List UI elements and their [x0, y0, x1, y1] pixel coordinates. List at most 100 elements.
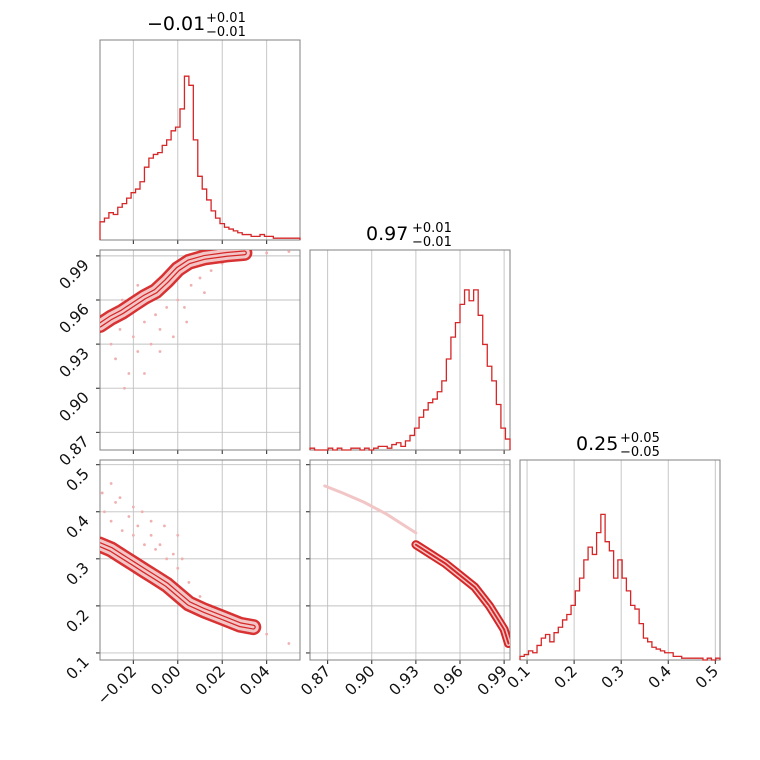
histogram-step: [99, 75, 301, 240]
x-tick-label: 0.3: [598, 662, 628, 692]
scatter-point: [158, 328, 162, 331]
scatter-point: [154, 313, 157, 317]
density-tail: [323, 484, 418, 535]
y-tick-label: 0.3: [63, 559, 93, 589]
panel-joint-param-0-param-1: 0.87 0.90 0.93 0.96 0.99: [56, 249, 301, 470]
y-tick-label: 0.99: [56, 256, 93, 293]
panel-hist-param-2: 0.1 0.2 0.3 0.4 0.5: [504, 459, 722, 692]
scatter-point: [114, 357, 117, 361]
scatter-point: [198, 276, 202, 280]
contour-fill: [413, 542, 510, 646]
scatter-point: [189, 283, 193, 287]
scatter-point: [149, 519, 153, 523]
scatter-point: [109, 482, 113, 485]
scatter-point: [109, 519, 113, 523]
scatter-point: [120, 529, 124, 532]
scatter-point: [136, 524, 140, 528]
contour-inner: [414, 543, 510, 645]
y-tick-label: 0.93: [56, 344, 93, 381]
title-param-1-minus: −0.01: [412, 235, 452, 250]
scatter-point: [140, 510, 144, 514]
scatter-point: [163, 524, 166, 528]
scatter-point: [265, 632, 269, 636]
scatter-point: [118, 328, 122, 331]
y-tick-label: 0.90: [56, 388, 93, 425]
panel-content: [100, 250, 291, 390]
scatter-point: [114, 500, 117, 504]
y-tick-label: 0.96: [56, 300, 93, 337]
scatter-point: [171, 335, 175, 339]
y-tick-label: 0.87: [56, 432, 93, 469]
y-tick-label: 0.2: [63, 606, 93, 636]
x-tick-label: 0.4: [645, 662, 675, 692]
scatter-point: [131, 505, 135, 509]
panel-frame: [99, 249, 301, 451]
scatter-point: [183, 305, 186, 309]
scatter-point: [165, 305, 169, 309]
scatter-point: [165, 557, 169, 561]
scatter-point: [198, 595, 202, 598]
x-tick-label: 0.96: [430, 662, 467, 699]
panel-joint-param-1-param-2: 0.87 0.90 0.93 0.96 0.99: [297, 459, 511, 699]
title-param-0-median: −0.01: [147, 13, 205, 35]
scatter-point: [171, 552, 175, 556]
scatter-point: [149, 342, 153, 346]
scatter-point: [287, 642, 291, 645]
scatter-point: [158, 543, 162, 547]
panel-joint-param-0-param-2: −0.02 0.00 0.02 0.040.10.20.30.40.5: [63, 459, 301, 708]
histogram-step: [309, 289, 511, 451]
title-param-2-plus: +0.05: [620, 431, 660, 446]
scatter-point: [158, 350, 162, 353]
y-tick-label: 0.1: [63, 653, 93, 683]
contour-core: [100, 543, 255, 629]
scatter-point: [149, 533, 153, 537]
panel-frame: [309, 249, 511, 451]
title-param-0-minus: −0.01: [206, 25, 246, 40]
scatter-point: [100, 491, 104, 495]
scatter-point: [120, 298, 124, 302]
panel-hist-param-1: [309, 249, 511, 454]
scatter-point: [123, 386, 126, 390]
scatter-point: [127, 372, 131, 375]
y-tick-label: 0.4: [63, 512, 93, 542]
x-tick-label: 0.93: [386, 662, 423, 699]
x-tick-label: 0.87: [297, 662, 334, 699]
scatter-point: [154, 548, 157, 551]
scatter-point: [287, 250, 291, 253]
panel-frame: [309, 459, 511, 661]
x-tick-label: 0.02: [192, 662, 229, 699]
title-param-1-plus: +0.01: [412, 221, 452, 236]
x-tick-label: 0.5: [692, 662, 722, 692]
scatter-point: [187, 580, 191, 584]
scatter-point: [176, 533, 180, 537]
scatter-point: [103, 510, 106, 514]
panel-content: [100, 482, 291, 645]
scatter-point: [143, 372, 146, 375]
x-tick-label: −0.02: [94, 662, 140, 708]
panel-frame: [519, 459, 721, 661]
scatter-point: [176, 566, 180, 570]
scatter-point: [143, 320, 146, 324]
x-tick-label: 0.04: [236, 662, 273, 699]
histogram-step: [519, 513, 721, 661]
title-param-1-median: 0.97: [366, 223, 408, 245]
title-param-0-plus: +0.01: [206, 11, 246, 26]
panel-frame: [99, 459, 301, 661]
scatter-point: [176, 298, 180, 302]
scatter-point: [180, 557, 184, 561]
panel-content: [323, 484, 510, 648]
scatter-point: [127, 515, 131, 518]
scatter-point: [136, 283, 140, 287]
panel-hist-param-0: [99, 39, 301, 244]
scatter-point: [203, 291, 206, 295]
title-param-2-minus: −0.05: [620, 445, 660, 460]
scatter-point: [118, 496, 122, 500]
scatter-point: [185, 320, 189, 324]
contour-core: [100, 251, 246, 327]
scatter-point: [109, 342, 113, 346]
contour-outer: [411, 540, 510, 648]
x-tick-label: 0.00: [147, 662, 184, 699]
scatter-point: [131, 335, 135, 339]
scatter-point: [136, 350, 140, 353]
